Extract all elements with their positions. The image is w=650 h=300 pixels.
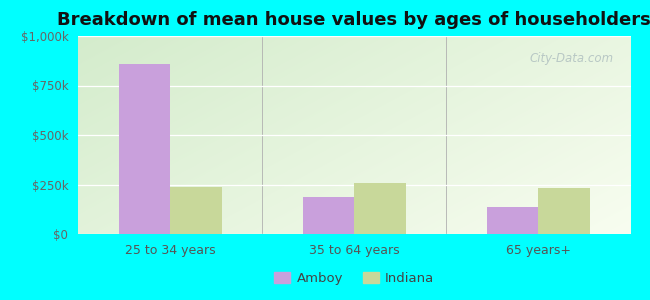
Legend: Amboy, Indiana: Amboy, Indiana: [268, 267, 440, 291]
Bar: [118, 64, 170, 234]
Title: Breakdown of mean house values by ages of householders: Breakdown of mean house values by ages o…: [57, 11, 650, 29]
Bar: [538, 188, 590, 234]
Text: City-Data.com: City-Data.com: [530, 52, 614, 65]
Bar: [487, 207, 538, 234]
Bar: [303, 197, 354, 234]
Bar: [170, 188, 222, 234]
Bar: [354, 182, 406, 234]
